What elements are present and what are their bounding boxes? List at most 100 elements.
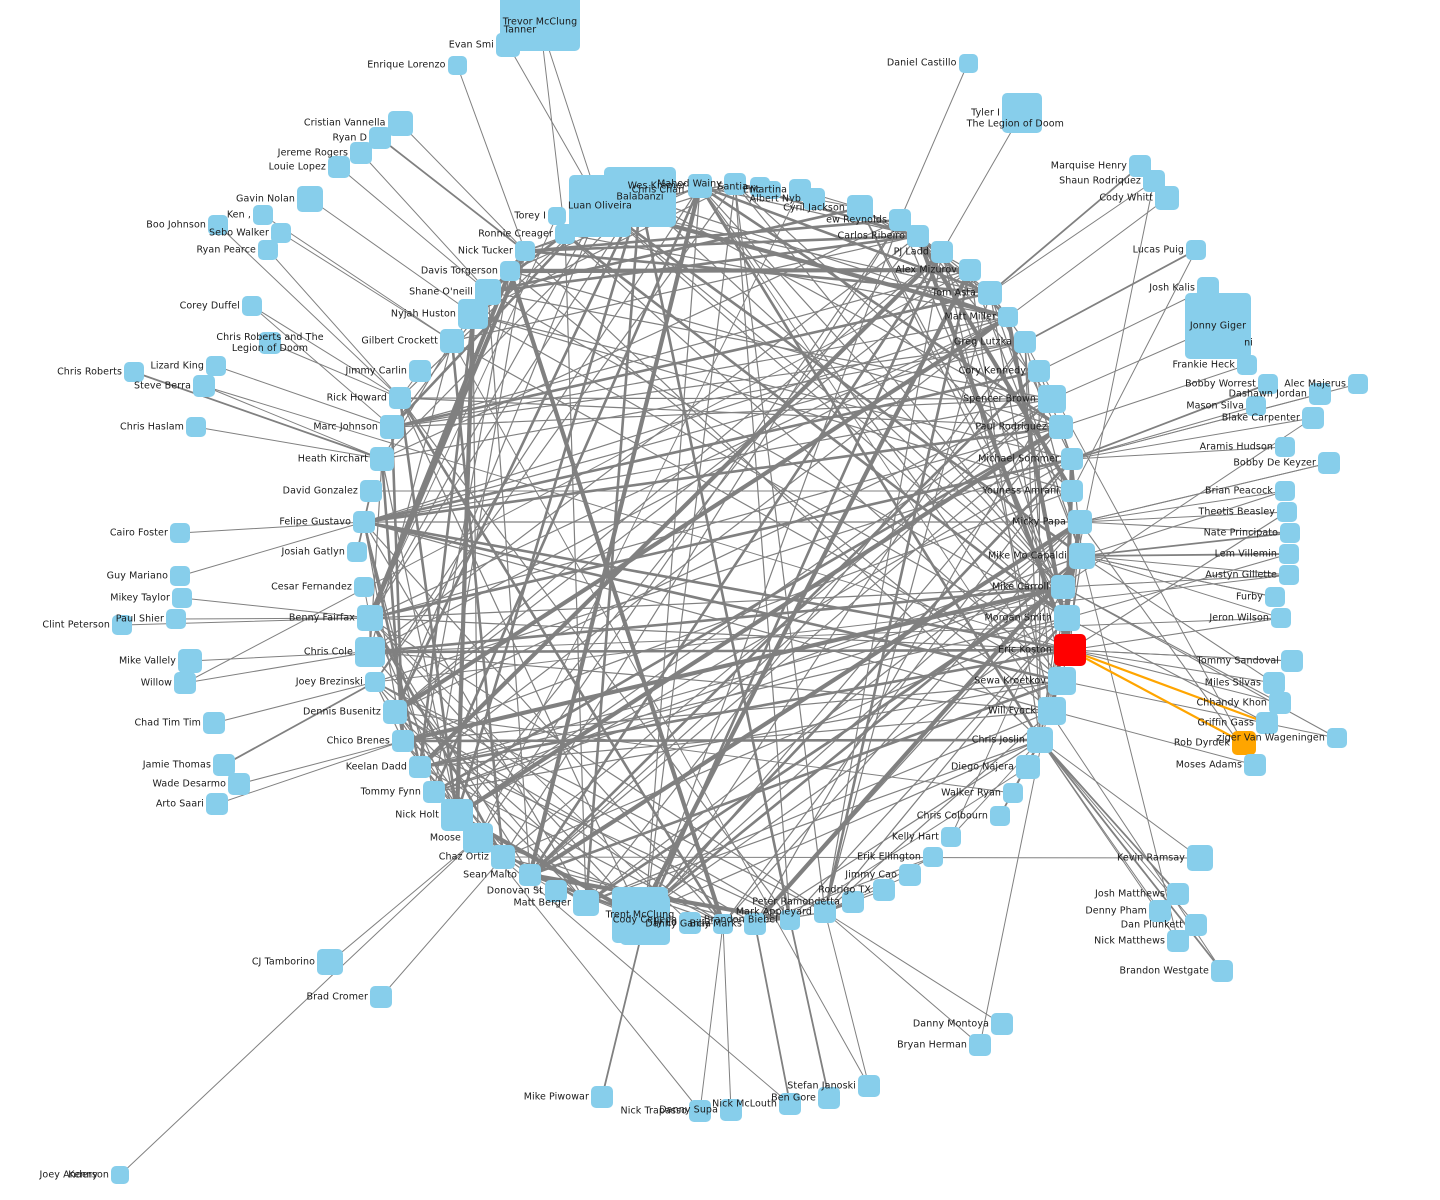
graph-node[interactable]: [1061, 448, 1083, 470]
graph-node[interactable]: [724, 173, 746, 195]
graph-node[interactable]: [744, 913, 766, 935]
graph-node[interactable]: [1185, 914, 1207, 936]
graph-node[interactable]: [1155, 186, 1179, 210]
graph-node[interactable]: [500, 261, 520, 281]
graph-node[interactable]: [447, 55, 467, 75]
graph-node[interactable]: [1038, 385, 1066, 413]
graph-node[interactable]: [186, 417, 206, 437]
graph-node[interactable]: [858, 1075, 880, 1097]
graph-node[interactable]: [496, 33, 520, 57]
graph-node[interactable]: [899, 864, 921, 886]
graph-node[interactable]: [170, 566, 190, 586]
graph-node[interactable]: [1275, 437, 1295, 457]
graph-node[interactable]: [1167, 930, 1189, 952]
graph-node[interactable]: [1048, 667, 1076, 695]
graph-node[interactable]: [779, 1093, 801, 1115]
graph-node[interactable]: [253, 205, 273, 225]
graph-node[interactable]: [1069, 543, 1095, 569]
graph-node[interactable]: [1263, 672, 1285, 694]
graph-node[interactable]: [383, 700, 407, 724]
graph-node[interactable]: [969, 1034, 991, 1056]
graph-node[interactable]: [1028, 360, 1050, 382]
graph-node[interactable]: [847, 195, 873, 221]
graph-node[interactable]: [357, 605, 383, 631]
graph-node[interactable]: [1246, 396, 1266, 416]
graph-node[interactable]: [170, 523, 190, 543]
graph-node[interactable]: [206, 356, 226, 376]
graph-node[interactable]: [203, 712, 225, 734]
graph-node[interactable]: [1054, 634, 1086, 666]
graph-node[interactable]: [242, 296, 262, 316]
graph-node[interactable]: [491, 845, 515, 869]
graph-node[interactable]: [713, 914, 733, 934]
graph-node[interactable]: [387, 110, 413, 136]
graph-node[interactable]: [1237, 355, 1257, 375]
graph-node[interactable]: [515, 241, 535, 261]
graph-node[interactable]: [350, 142, 372, 164]
graph-node[interactable]: [720, 1099, 742, 1121]
graph-node[interactable]: [423, 781, 445, 803]
graph-node[interactable]: [360, 480, 382, 502]
graph-node[interactable]: [124, 362, 144, 382]
graph-node[interactable]: [1232, 731, 1256, 755]
graph-node[interactable]: [1049, 415, 1073, 439]
graph-node[interactable]: [1269, 692, 1291, 714]
graph-node[interactable]: [1149, 900, 1171, 922]
graph-node[interactable]: [370, 447, 394, 471]
graph-node[interactable]: [1280, 523, 1300, 543]
graph-node[interactable]: [1279, 565, 1299, 585]
graph-node[interactable]: [380, 415, 404, 439]
graph-node[interactable]: [1061, 480, 1083, 502]
graph-node[interactable]: [213, 754, 235, 776]
graph-node[interactable]: [604, 167, 676, 227]
graph-node[interactable]: [1265, 587, 1285, 607]
graph-node[interactable]: [347, 542, 367, 562]
graph-node[interactable]: [259, 332, 281, 354]
graph-node[interactable]: [555, 224, 575, 244]
graph-node[interactable]: [689, 1100, 711, 1122]
graph-node[interactable]: [1211, 960, 1233, 982]
graph-node[interactable]: [814, 901, 836, 923]
graph-node[interactable]: [206, 793, 228, 815]
graph-node[interactable]: [889, 209, 911, 231]
graph-node[interactable]: [193, 375, 215, 397]
graph-node[interactable]: [1014, 331, 1036, 353]
graph-node[interactable]: [271, 223, 291, 243]
graph-node[interactable]: [440, 329, 464, 353]
graph-node[interactable]: [297, 186, 323, 212]
graph-node[interactable]: [1275, 481, 1295, 501]
graph-node[interactable]: [1038, 697, 1066, 725]
graph-node[interactable]: [1244, 754, 1266, 776]
graph-node[interactable]: [1167, 883, 1189, 905]
graph-node[interactable]: [1187, 845, 1213, 871]
graph-node[interactable]: [355, 637, 385, 667]
graph-node[interactable]: [873, 879, 895, 901]
graph-node[interactable]: [370, 986, 392, 1008]
graph-node[interactable]: [545, 880, 567, 902]
graph-node[interactable]: [941, 827, 961, 847]
graph-node[interactable]: [1318, 452, 1340, 474]
graph-node[interactable]: [228, 773, 250, 795]
graph-node[interactable]: [354, 577, 374, 597]
graph-node[interactable]: [1054, 605, 1080, 631]
graph-node[interactable]: [763, 181, 781, 199]
graph-node[interactable]: [369, 127, 391, 149]
graph-node[interactable]: [1348, 374, 1368, 394]
graph-node[interactable]: [1186, 240, 1206, 260]
graph-node[interactable]: [1002, 93, 1042, 133]
graph-node[interactable]: [458, 299, 488, 329]
graph-node[interactable]: [573, 890, 599, 916]
graph-node[interactable]: [463, 823, 493, 853]
graph-node[interactable]: [1016, 755, 1040, 779]
graph-node[interactable]: [620, 895, 670, 945]
graph-node[interactable]: [409, 360, 431, 382]
graph-node[interactable]: [208, 215, 228, 235]
graph-node[interactable]: [998, 307, 1018, 327]
graph-node[interactable]: [392, 730, 414, 752]
graph-node[interactable]: [519, 864, 541, 886]
graph-node[interactable]: [317, 949, 343, 975]
graph-node[interactable]: [803, 188, 825, 210]
graph-node[interactable]: [688, 174, 712, 198]
graph-node[interactable]: [258, 240, 278, 260]
